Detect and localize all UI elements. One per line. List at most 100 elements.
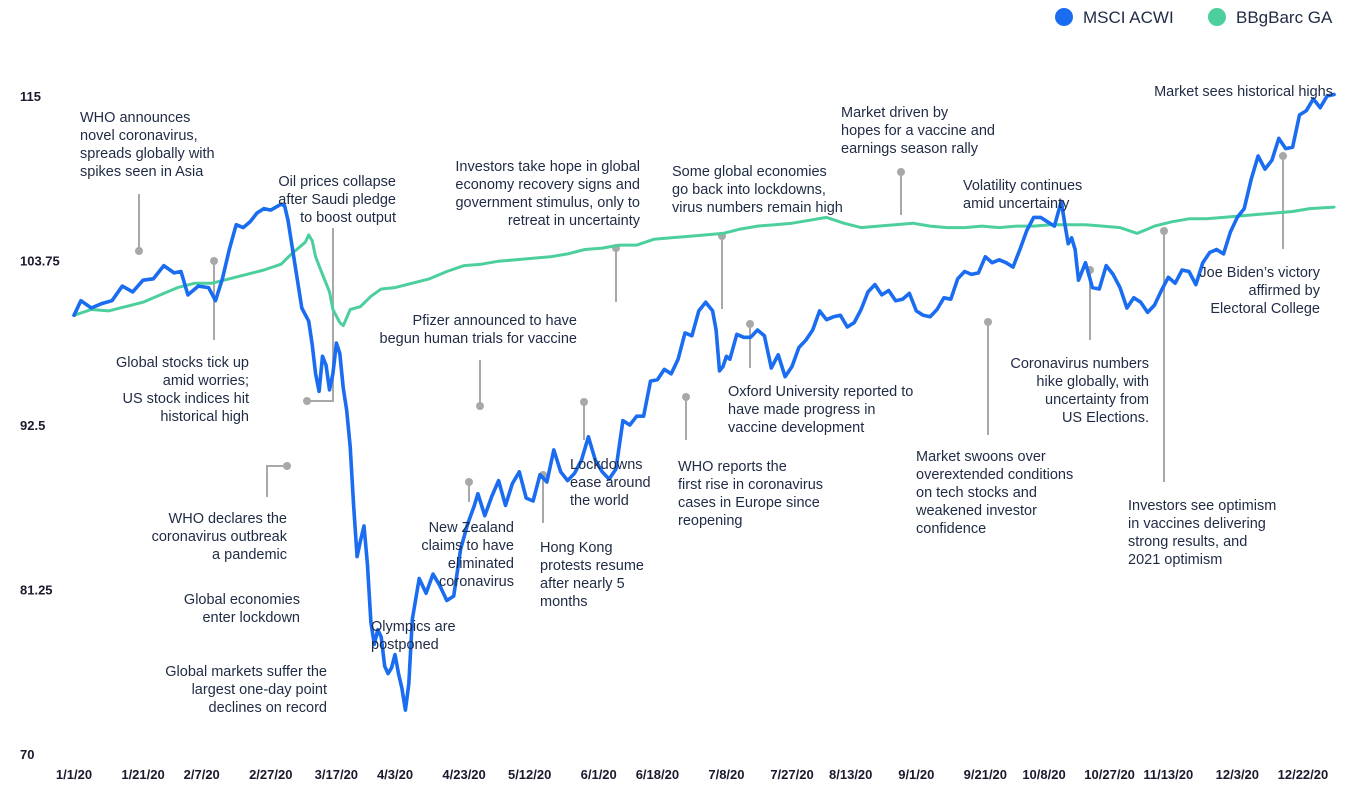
annotation-line: Oil prices collapse [278, 174, 396, 190]
annotation-line: confidence [916, 521, 986, 537]
x-axis-ticks: 1/1/20 1/21/20 2/7/20 2/27/20 3/17/20 4/3/20 4… [56, 767, 1328, 782]
annotation-leader-line [307, 228, 334, 402]
annotation-line: Volatility continues [963, 178, 1082, 194]
x-tick-label: 2/27/20 [249, 767, 292, 782]
annotation-label: WHO announces novel coronavirus, spreads g… [80, 110, 215, 180]
annotation-leader-dot [984, 318, 992, 326]
annotation-line: government stimulus, only to [455, 195, 640, 211]
annotation-label: Joe Biden’s victory affirmed by Electoral … [1199, 265, 1320, 317]
annotation-line: WHO declares the [169, 511, 287, 527]
annotation-line: Some global economies [672, 164, 827, 180]
series-line-msci-acwi [72, 92, 1336, 712]
legend: MSCI ACWI BBgBarc GA [1055, 8, 1333, 27]
legend-label: MSCI ACWI [1083, 8, 1174, 27]
x-tick-label: 3/17/20 [315, 767, 358, 782]
annotation-label: Global markets suffer the largest one-day… [165, 664, 327, 716]
annotation-line: hopes for a vaccine and [841, 123, 995, 139]
annotation-line: first rise in coronavirus [678, 477, 823, 493]
annotation-line: novel coronavirus, [80, 128, 198, 144]
annotation-leader-dot [580, 398, 588, 406]
annotation-line: cases in Europe since [678, 495, 820, 511]
x-tick-label: 7/8/20 [708, 767, 744, 782]
annotation-line: Market sees historical highs [1154, 84, 1333, 100]
annotation-line: Market swoons over [916, 449, 1046, 465]
annotation-line: Oxford University reported to [728, 384, 913, 400]
annotation-line: US stock indices hit [122, 391, 249, 407]
annotation-line: virus numbers remain high [672, 200, 843, 216]
annotation-line: economy recovery signs and [455, 177, 640, 193]
x-tick-label: 2/7/20 [184, 767, 220, 782]
annotation-line: overextended conditions [916, 467, 1073, 483]
annotation-label: Global economies enter lockdown [184, 592, 300, 626]
annotation-leader-dot [465, 478, 473, 486]
annotation-leader-dot [210, 257, 218, 265]
annotation-line: enter lockdown [202, 610, 300, 626]
series-line-bbgbarc-ga [72, 205, 1336, 328]
y-tick-label: 115 [20, 89, 41, 104]
annotation-line: New Zealand [429, 520, 514, 536]
annotation-line: retreat in uncertainty [508, 213, 641, 229]
x-tick-label: 4/3/20 [377, 767, 413, 782]
annotation-line: the world [570, 493, 629, 509]
annotation-line: Electoral College [1210, 301, 1320, 317]
annotation-label: Volatility continues amid uncertainty [963, 178, 1082, 212]
annotation-line: Lockdowns [570, 457, 643, 473]
annotation-leader-dot [283, 462, 291, 470]
annotation-line: eliminated [448, 556, 514, 572]
annotation-label: Pfizer announced to have begun human tria… [380, 313, 577, 347]
x-tick-label: 1/21/20 [121, 767, 164, 782]
annotation-line: US Elections. [1062, 410, 1149, 426]
annotation-leader-dot [897, 168, 905, 176]
annotation-line: historical high [160, 409, 249, 425]
annotation-line: Olympics are [371, 619, 456, 635]
annotation-line: Investors take hope in global [455, 159, 640, 175]
annotation-line: Market driven by [841, 105, 949, 121]
annotation-line: declines on record [209, 700, 328, 716]
annotation-line: Global stocks tick up [116, 355, 249, 371]
annotation-label: Global stocks tick up amid worries; US sto… [116, 355, 249, 425]
annotation-line: begun human trials for vaccine [380, 331, 577, 347]
annotation-line: Pfizer announced to have [413, 313, 577, 329]
annotation-line: reopening [678, 513, 743, 529]
x-tick-label: 11/13/20 [1143, 767, 1193, 782]
annotation-leader-dot [746, 320, 754, 328]
annotation-leader-dot [1160, 227, 1168, 235]
x-tick-label: 6/1/20 [581, 767, 617, 782]
annotation-label: Oil prices collapse after Saudi pledge to … [278, 174, 396, 226]
annotation-line: after Saudi pledge [278, 192, 396, 208]
annotation-leader-dot [1279, 152, 1287, 160]
annotation-line: have made progress in [728, 402, 876, 418]
annotation-leader-line [266, 465, 287, 497]
annotation-line: Coronavirus numbers [1010, 356, 1149, 372]
annotation-line: ease around [570, 475, 651, 491]
annotation-line: amid uncertainty [963, 196, 1070, 212]
annotation-label: Market swoons over overextended condition… [915, 449, 1073, 537]
annotation-line: earnings season rally [841, 141, 979, 157]
annotation-label: Hong Kong protests resume after nearly 5 mo… [540, 540, 644, 610]
annotation-line: postponed [371, 637, 439, 653]
x-tick-label: 10/27/20 [1084, 767, 1135, 782]
annotation-line: months [540, 594, 588, 610]
x-tick-label: 7/27/20 [770, 767, 813, 782]
legend-swatch [1055, 8, 1073, 26]
annotation-line: WHO announces [80, 110, 190, 126]
annotation-line: WHO reports the [678, 459, 787, 475]
annotation-line: Investors see optimism [1128, 498, 1276, 514]
annotation-line: affirmed by [1249, 283, 1321, 299]
legend-label: BBgBarc GA [1236, 8, 1333, 27]
annotation-label: Market sees historical highs [1154, 84, 1333, 100]
y-tick-label: 92.5 [20, 418, 45, 433]
annotation-leader-dot [135, 247, 143, 255]
annotation-label: Investors see optimism in vaccines delive… [1128, 498, 1276, 568]
annotation-line: to boost output [300, 210, 396, 226]
annotation-line: Global economies [184, 592, 300, 608]
annotation-line: protests resume [540, 558, 644, 574]
series-lines [72, 92, 1336, 712]
annotation-line: strong results, and [1128, 534, 1247, 550]
y-tick-label: 81.25 [20, 583, 53, 598]
x-tick-label: 9/1/20 [898, 767, 934, 782]
annotation-line: Joe Biden’s victory [1199, 265, 1320, 281]
annotation-label: Lockdowns ease around the world [570, 457, 651, 509]
